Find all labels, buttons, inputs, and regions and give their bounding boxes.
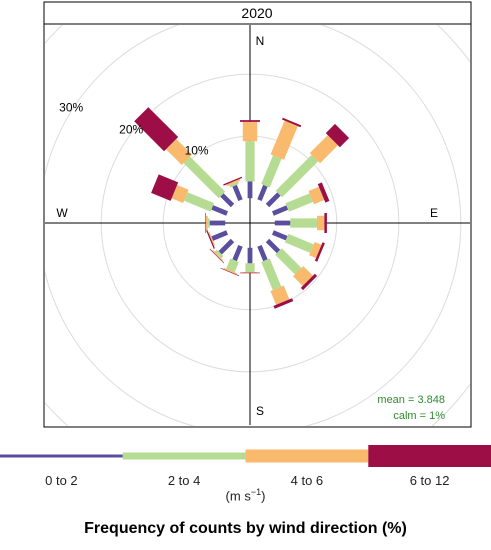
petal-wsw-0-to-2 [211, 230, 228, 241]
petal-wnw-2-to-4 [184, 192, 214, 212]
legend-swatch-6-to-12 [368, 445, 491, 467]
petal-se-4-to-6 [293, 266, 313, 286]
petal-ene-6-to-12 [317, 182, 330, 203]
petal-ne-0-to-2 [265, 192, 281, 208]
petal-n-4-to-6 [242, 121, 258, 142]
petal-e-2-to-4 [290, 218, 317, 228]
petal-sw-4-to-6 [212, 249, 224, 261]
petal-ssw-2-to-4 [226, 258, 239, 273]
petal-sse-4-to-6 [270, 285, 290, 305]
petal-ssw-4-to-6 [223, 267, 237, 275]
petal-s-4-to-6 [242, 272, 258, 273]
petal-e-4-to-6 [317, 215, 325, 231]
petal-sse-2-to-4 [261, 258, 282, 291]
petal-w-0-to-2 [209, 220, 226, 226]
petal-ene-2-to-4 [285, 193, 314, 212]
legend-swatch-4-to-6 [245, 449, 369, 463]
petal-ene-4-to-6 [308, 186, 325, 205]
petal-se-6-to-12 [300, 273, 318, 291]
petal-ssw-6-to-12 [220, 267, 240, 277]
petal-sw-2-to-4 [214, 249, 224, 259]
radial-label-20: 20% [119, 122, 143, 136]
petal-ese-2-to-4 [284, 233, 314, 253]
petal-n-0-to-2 [247, 181, 253, 199]
petal-sse-6-to-12 [273, 298, 294, 309]
petal-wnw-4-to-6 [171, 185, 189, 204]
chart-title: Frequency of counts by wind direction (%… [84, 520, 407, 537]
petal-e-6-to-12 [324, 213, 327, 233]
petals [134, 107, 350, 309]
petal-nnw-4-to-6 [226, 179, 241, 187]
petal-nw-6-to-12 [134, 107, 179, 152]
petal-nnw-2-to-4 [229, 181, 239, 188]
petal-e-0-to-2 [274, 220, 291, 226]
petal-ese-0-to-2 [272, 230, 288, 241]
legend-label-6-to-12: 6 to 12 [410, 473, 450, 488]
panel-strip [43, 1, 472, 25]
petal-se-2-to-4 [275, 248, 302, 275]
units-label: (m s−1) [225, 487, 266, 504]
petal-n-2-to-4 [245, 141, 255, 182]
petal-nnw-0-to-2 [232, 184, 243, 201]
petal-ne-6-to-12 [325, 123, 350, 148]
petal-nne-4-to-6 [270, 120, 298, 160]
petal-ene-0-to-2 [272, 205, 289, 216]
petal-w-6-to-12 [205, 213, 206, 233]
petal-s-2-to-4 [245, 263, 255, 272]
stat-calm: calm = 1% [393, 410, 445, 422]
petal-nne-2-to-4 [261, 155, 282, 188]
petal-wnw-0-to-2 [211, 205, 228, 216]
compass-label-east: E [430, 206, 438, 220]
petal-sw-6-to-12 [209, 248, 225, 264]
petal-nne-6-to-12 [282, 117, 302, 128]
radial-label-10: 10% [185, 144, 209, 158]
petal-ne-2-to-4 [275, 154, 319, 198]
compass-label-south: S [256, 404, 264, 418]
petal-wsw-4-to-6 [208, 232, 215, 246]
compass-label-west: W [56, 206, 68, 220]
legend-label-2-to-4: 2 to 4 [168, 473, 201, 488]
petal-s-0-to-2 [247, 247, 253, 264]
petal-wsw-6-to-12 [206, 229, 215, 249]
petal-nw-2-to-4 [183, 156, 226, 199]
petal-nw-4-to-6 [166, 139, 192, 165]
petal-nw-0-to-2 [220, 193, 235, 208]
legend-label-4-to-6: 4 to 6 [291, 473, 324, 488]
radial-labels: 10% 20% 30% [59, 100, 209, 157]
petal-w-2-to-4 [207, 218, 210, 228]
petal-nne-0-to-2 [257, 184, 268, 201]
petal-wnw-6-to-12 [151, 174, 179, 201]
compass-label-north: N [256, 34, 265, 48]
legend-swatch-2-to-4 [122, 452, 246, 460]
petal-nnw-6-to-12 [223, 176, 243, 186]
legend-swatch-0-to-2 [0, 454, 123, 458]
petal-ese-4-to-6 [309, 242, 322, 259]
petal-se-0-to-2 [265, 238, 281, 254]
stat-mean: mean = 3.848 [377, 394, 445, 406]
petal-ssw-0-to-2 [232, 245, 243, 262]
petal-ese-6-to-12 [314, 242, 325, 262]
petal-n-6-to-12 [240, 120, 260, 122]
radial-label-30: 30% [59, 100, 83, 114]
panel-title: 2020 [241, 5, 272, 21]
speed-legend: 0 to 2 2 to 4 4 to 6 6 to 12 [0, 445, 491, 488]
compass-axes [45, 25, 470, 425]
petal-sw-0-to-2 [218, 238, 235, 255]
petal-ne-4-to-6 [309, 135, 338, 164]
petal-sse-0-to-2 [257, 245, 268, 262]
petal-w-4-to-6 [206, 215, 208, 231]
petal-s-6-to-12 [240, 272, 260, 274]
legend-label-0-to-2: 0 to 2 [45, 473, 78, 488]
